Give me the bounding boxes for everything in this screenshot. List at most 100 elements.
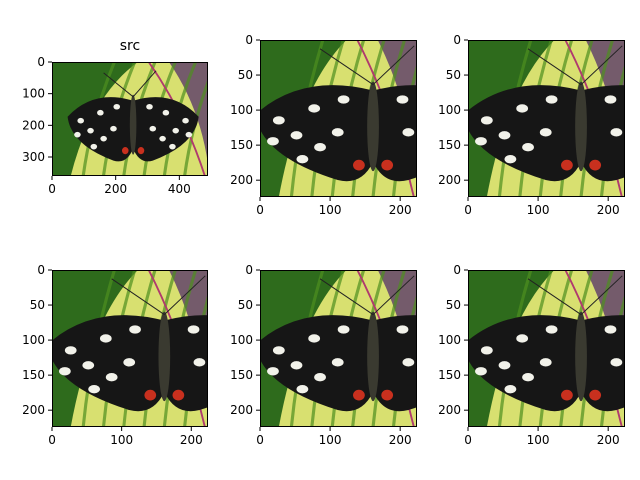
x-tick-label: 0 [48,433,56,447]
wing-spot [187,325,200,334]
wing-spot [110,125,117,132]
y-tick-label: 0 [37,263,45,277]
antenna [580,45,623,85]
wing-spot [185,131,193,138]
antenna [372,45,415,85]
wing-red-spot [137,147,145,155]
wing-left [468,85,582,182]
axes: 0 100 200 0 50 100 150 200 [438,263,625,447]
y-tick-label: 200 [230,403,253,417]
butterfly-body [367,81,379,172]
wing-left [260,315,374,412]
axes-frame [468,40,625,197]
wing-spot [402,128,415,137]
wing-right [164,315,208,412]
x-tick-label: 0 [256,433,264,447]
y-tick-label: 300 [22,150,45,164]
y-tick-label: 0 [245,33,253,47]
wing-left [468,315,582,412]
wing-spot [97,109,104,116]
wing-spot [522,373,534,382]
x-tick-label: 100 [319,203,342,217]
butterfly-crop [468,270,625,427]
wing-spot [331,128,344,137]
wing-spot [74,131,81,138]
butterfly-crop [468,40,640,197]
image-panel-2: 0 100 200 0 50 100 150 200 [230,33,417,217]
wing-spot [438,385,450,393]
wing-spot [64,346,77,355]
wing-spot [77,117,84,124]
wing-right [133,97,199,162]
x-tick-label: 200 [389,433,412,447]
wing-red-spot [121,147,129,155]
y-tick-label: 50 [446,298,461,312]
butterfly-body [367,311,379,402]
y-tick-label: 0 [37,55,45,69]
y-tick-label: 50 [238,68,253,82]
y-tick-label: 100 [22,333,45,347]
wing-spot [545,325,558,334]
image-panel-1: src 0 200 400 0 100 200 300 [22,38,208,196]
wing-spot [498,361,511,370]
wing-spot [634,104,640,112]
wing-spot [475,367,487,376]
wing-spot [314,373,326,382]
wing-spot [217,334,229,342]
x-tick-label: 100 [110,433,133,447]
wing-spot [90,143,98,150]
axes-frame [52,62,208,176]
x-tick-label: 0 [464,433,472,447]
axes: 0 200 400 0 100 200 300 [22,55,208,196]
wing-red-spot [353,159,365,171]
y-tick-label: 100 [438,333,461,347]
axes-frame [52,270,208,427]
x-tick-label: 0 [464,203,472,217]
wing-spot [396,325,409,334]
wing-spot [129,325,141,334]
wing-spot [82,361,95,370]
wing-spot [149,125,157,132]
image-panel-6: 0 100 200 0 50 100 150 200 [438,263,625,447]
axes: 0 100 200 0 50 100 150 200 [438,33,625,217]
wing-spot [610,128,623,137]
purple-background [585,40,625,182]
x-tick-label: 200 [180,433,203,447]
wing-spot [522,143,534,152]
image-panel-4: 0 100 200 0 50 100 150 200 [22,263,208,447]
wing-spot [172,127,179,134]
x-tick-label: 400 [168,182,191,196]
wing-spot [159,135,166,142]
x-tick-label: 200 [104,182,127,196]
purple-background [169,270,208,412]
wing-red-spot [589,389,602,401]
wing-red-spot [381,389,394,401]
wing-spot [308,104,321,113]
antenna [527,278,582,316]
wing-spot [169,143,176,150]
wing-red-spot [144,389,157,401]
butterfly-crop [52,270,229,427]
wing-spot [539,128,552,137]
image-panel-3: 0 100 200 0 50 100 150 200 [438,33,625,217]
wing-spot [146,103,153,110]
antenna [111,278,165,316]
wing-spot [420,143,432,151]
wing-right [581,85,625,182]
wing-red-spot [561,159,573,171]
wing-right [373,315,417,412]
wing-spot [396,95,409,104]
wing-spot [331,358,344,367]
wing-spot [516,334,529,343]
y-tick-label: 0 [245,263,253,277]
y-tick-label: 50 [446,68,461,82]
wing-spot [504,384,517,394]
wing-left [67,97,134,162]
x-tick-label: 200 [597,433,620,447]
wing-spot [296,384,309,394]
wing-spot [539,358,552,367]
wing-left [260,85,374,182]
wing-spot [475,137,487,146]
wing-spot [272,346,285,355]
wing-spot [87,127,94,134]
